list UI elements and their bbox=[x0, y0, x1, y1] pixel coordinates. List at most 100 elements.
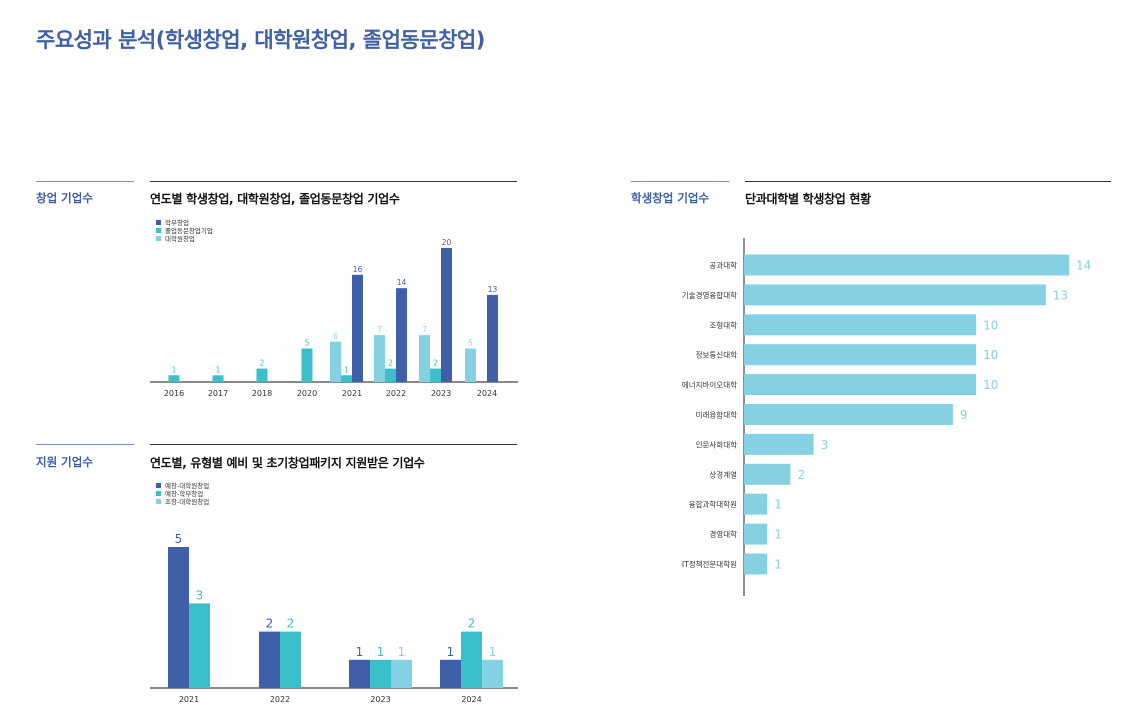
section-rule-title bbox=[745, 181, 1111, 182]
college-bar-value: 1 bbox=[774, 528, 782, 542]
startup-bar bbox=[430, 368, 441, 382]
college-bar-value: 9 bbox=[960, 408, 968, 422]
startup-legend-swatch bbox=[156, 220, 161, 225]
startup-x-tick: 2016 bbox=[164, 389, 184, 398]
startup-bar bbox=[330, 341, 341, 382]
section-rule-title bbox=[150, 444, 517, 445]
startup-chart-title: 연도별 학생창업, 대학원창업, 졸업동문창업 기업수 bbox=[150, 192, 400, 206]
college-bar-value: 14 bbox=[1076, 259, 1091, 273]
college-bar-value: 13 bbox=[1053, 288, 1068, 302]
startup-bar-value: 1 bbox=[172, 365, 177, 374]
support-legend-swatch bbox=[156, 491, 161, 496]
support-legend-swatch bbox=[156, 483, 161, 488]
startup-bar bbox=[396, 288, 407, 382]
support-bar bbox=[370, 659, 391, 688]
startup-x-tick: 2018 bbox=[252, 389, 272, 398]
college-y-tick: 조형대학 bbox=[709, 320, 737, 330]
college-bar-value: 10 bbox=[983, 378, 998, 392]
startup-bar bbox=[256, 368, 268, 382]
support-x-tick: 2024 bbox=[461, 695, 481, 704]
support-bar-value: 1 bbox=[398, 645, 406, 659]
page-title: 주요성과 분석(학생창업, 대학원창업, 졸업동문창업) bbox=[36, 28, 485, 52]
college-y-tick: 기술경영융합대학 bbox=[682, 290, 737, 300]
startup-bar-value: 2 bbox=[433, 359, 438, 368]
college-bar bbox=[744, 254, 1069, 276]
startup-bar-value: 7 bbox=[377, 325, 382, 334]
startup-x-tick: 2021 bbox=[342, 389, 362, 398]
startup-bar-value: 5 bbox=[305, 339, 310, 348]
college-y-tick: 경영대학 bbox=[709, 529, 737, 539]
college-y-tick: 미래융합대학 bbox=[696, 410, 737, 420]
support-legend-label: 예창-학부창업 bbox=[165, 489, 203, 498]
college-bar-value: 1 bbox=[774, 558, 782, 572]
college-bar bbox=[744, 344, 977, 366]
college-bar bbox=[744, 404, 953, 425]
support-section-label: 지원 기업수 bbox=[36, 455, 93, 469]
startup-legend-swatch bbox=[156, 236, 161, 241]
support-bar bbox=[349, 659, 370, 688]
startup-bar-value: 1 bbox=[344, 365, 349, 374]
support-bar-value: 2 bbox=[468, 617, 476, 631]
startup-bar bbox=[487, 294, 498, 382]
college-bar bbox=[744, 493, 768, 515]
startup-x-tick: 2017 bbox=[208, 389, 228, 398]
support-x-tick: 2021 bbox=[179, 695, 199, 704]
college-bar bbox=[744, 284, 1046, 306]
startup-x-tick: 2022 bbox=[386, 389, 406, 398]
college-bar bbox=[744, 553, 768, 575]
support-bar-value: 5 bbox=[175, 532, 183, 546]
startup-legend-label: 졸업동문창업기업 bbox=[165, 226, 213, 235]
section-rule-label bbox=[36, 181, 134, 182]
college-y-tick: 공과대학 bbox=[709, 260, 737, 270]
startup-bar-value: 2 bbox=[260, 359, 265, 368]
support-bar bbox=[391, 659, 412, 688]
support-legend-label: 예창-대학원창업 bbox=[165, 481, 209, 490]
college-chart-title: 단과대학별 학생창업 현황 bbox=[745, 192, 871, 206]
startup-bar-value: 14 bbox=[397, 278, 407, 287]
college-bar bbox=[744, 314, 977, 336]
startup-bar-value: 13 bbox=[488, 285, 498, 294]
support-x-tick: 2022 bbox=[270, 695, 290, 704]
startup-bar bbox=[341, 375, 352, 382]
support-bar bbox=[440, 659, 461, 688]
startup-bar bbox=[419, 335, 430, 382]
support-bar-value: 1 bbox=[377, 645, 385, 659]
support-x-tick: 2023 bbox=[370, 695, 390, 704]
startup-bar bbox=[352, 274, 363, 382]
college-bar bbox=[744, 463, 791, 485]
startup-legend-swatch bbox=[156, 228, 161, 233]
college-y-tick: 인문사회대학 bbox=[696, 439, 737, 449]
college-y-tick: 에너지바이오대학 bbox=[682, 380, 737, 390]
startup-bar bbox=[301, 348, 313, 382]
support-bar bbox=[482, 659, 503, 688]
college-y-tick: 정보통신대학 bbox=[696, 350, 737, 360]
startup-bar bbox=[441, 248, 452, 382]
support-bar bbox=[189, 603, 210, 688]
college-bar-value: 10 bbox=[983, 348, 998, 362]
support-bar bbox=[461, 631, 482, 688]
support-bar bbox=[280, 631, 301, 688]
college-bar bbox=[744, 374, 977, 396]
startup-bar-value: 16 bbox=[353, 265, 363, 274]
startup-x-tick: 2023 bbox=[431, 389, 451, 398]
startup-bar-value: 7 bbox=[422, 325, 427, 334]
startup-bar bbox=[168, 375, 180, 382]
college-section-label: 학생창업 기업수 bbox=[631, 191, 710, 205]
startup-bar bbox=[374, 335, 385, 382]
startup-x-tick: 2024 bbox=[477, 389, 497, 398]
support-legend-swatch bbox=[156, 499, 161, 504]
startup-bar-value: 5 bbox=[468, 339, 473, 348]
college-y-tick: 융합과학대학원 bbox=[689, 499, 737, 509]
section-rule-title bbox=[150, 181, 517, 182]
startup-legend-label: 대학원창업 bbox=[165, 234, 195, 243]
startup-section-label: 창업 기업수 bbox=[36, 191, 93, 205]
startup-bar-value: 20 bbox=[442, 238, 452, 247]
support-bar bbox=[168, 547, 189, 688]
startup-legend-label: 학부창업 bbox=[165, 218, 189, 227]
support-bar-value: 2 bbox=[266, 617, 274, 631]
college-bar bbox=[744, 523, 768, 545]
support-legend-label: 초창-대학원창업 bbox=[165, 497, 209, 506]
section-rule-label bbox=[631, 181, 729, 182]
startup-bar-value: 6 bbox=[333, 332, 338, 341]
